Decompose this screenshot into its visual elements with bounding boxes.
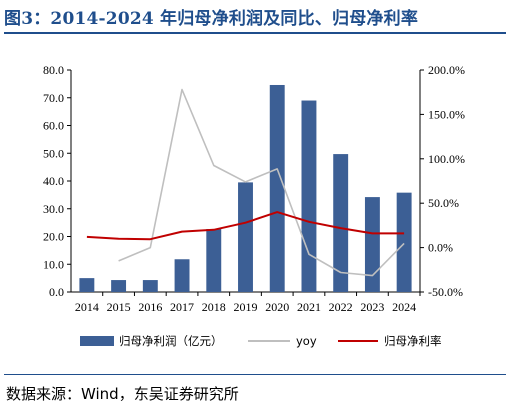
bar-series (79, 84, 412, 293)
profit-bar (79, 278, 95, 292)
line-series (86, 88, 405, 277)
left-tick-label: 60.0 (43, 119, 64, 133)
left-tick-label: 80.0 (43, 63, 64, 77)
profit-bar (111, 280, 127, 292)
x-tick-label: 2023 (360, 300, 384, 314)
profit-bar (142, 280, 158, 292)
x-tick-label: 2021 (297, 300, 321, 314)
chart: 0.0 10.0 20.0 30.0 40.0 50.0 60.0 70.0 80.0 -50.0… (43, 63, 465, 348)
tick-labels: 0.0 10.0 20.0 30.0 40.0 50.0 60.0 70.0 80.0 -50.0… (43, 63, 465, 314)
left-tick-label: 10.0 (43, 257, 64, 271)
x-tick-label: 2019 (234, 300, 258, 314)
profit-bar (206, 229, 222, 292)
figure-title: 图3：2014-2024 年归母净利润及同比、归母净利率 (4, 9, 419, 29)
right-tick-label: 50.0% (428, 196, 459, 210)
left-tick-label: 40.0 (43, 174, 64, 188)
legend-label-margin: 归母净利率 (384, 334, 442, 348)
right-tick-label: -50.0% (428, 285, 463, 299)
right-tick-label: 0.0% (428, 241, 453, 255)
legend-label-profit: 归母净利润（亿元） (119, 334, 223, 348)
left-tick-label: 50.0 (43, 146, 64, 160)
profit-bar (238, 182, 253, 292)
net-margin-line (86, 211, 405, 241)
right-tick-label: 150.0% (428, 107, 465, 121)
left-tick-label: 30.0 (43, 202, 64, 216)
legend-swatch-profit (80, 336, 114, 346)
profit-bar (174, 259, 190, 292)
left-tick-label: 0.0 (49, 285, 64, 299)
source-divider (4, 374, 506, 375)
x-tick-label: 2017 (170, 300, 194, 314)
profit-bar (364, 197, 380, 292)
legend-label-yoy: yoy (296, 334, 317, 348)
data-source-note: 数据来源：Wind，东吴证券研究所 (6, 385, 239, 403)
yoy-line (118, 88, 405, 277)
profit-bar (333, 154, 349, 292)
x-tick-label: 2024 (392, 300, 416, 314)
profit-bar (301, 100, 317, 293)
title-divider (4, 32, 506, 34)
right-tick-label: 200.0% (428, 63, 465, 77)
legend: 归母净利润（亿元） yoy 归母净利率 (80, 334, 442, 348)
x-tick-label: 2015 (107, 300, 131, 314)
x-tick-label: 2018 (202, 300, 226, 314)
left-tick-label: 70.0 (43, 91, 64, 105)
x-tick-label: 2014 (75, 300, 99, 314)
profit-bar (269, 84, 285, 292)
x-tick-label: 2016 (138, 300, 162, 314)
left-tick-label: 20.0 (43, 230, 64, 244)
right-tick-label: 100.0% (428, 152, 465, 166)
profit-bar (396, 192, 412, 292)
x-tick-label: 2022 (329, 300, 353, 314)
x-tick-label: 2020 (265, 300, 289, 314)
